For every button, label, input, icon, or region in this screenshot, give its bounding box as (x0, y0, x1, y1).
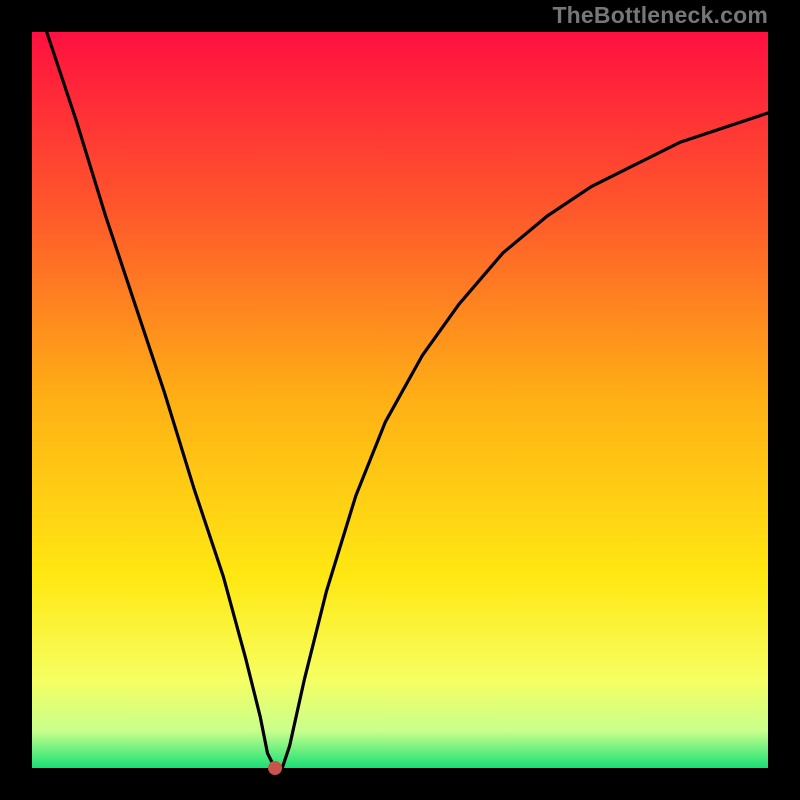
chart-plot-area (32, 32, 768, 768)
chart-stage: TheBottleneck.com (0, 0, 800, 800)
watermark-text: TheBottleneck.com (552, 2, 768, 29)
chart-curve (47, 32, 768, 768)
chart-curve-svg (32, 32, 768, 768)
